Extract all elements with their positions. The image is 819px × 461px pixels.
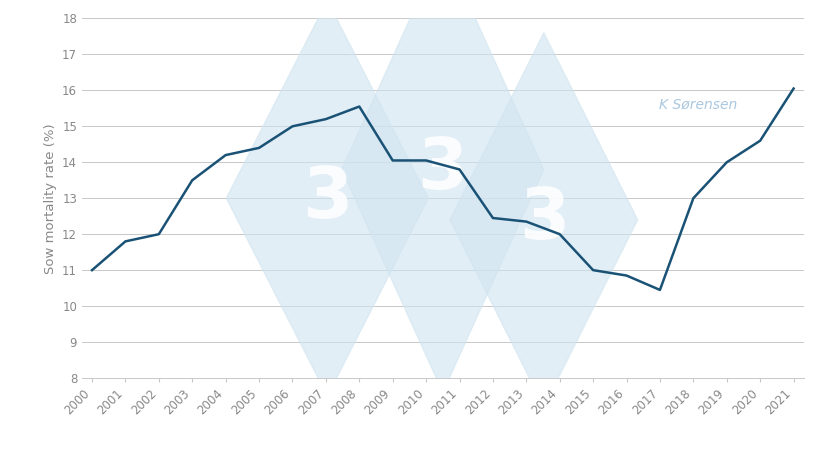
Polygon shape (226, 0, 428, 396)
Text: 3: 3 (417, 135, 468, 204)
Text: 3: 3 (301, 164, 352, 233)
Polygon shape (450, 33, 637, 407)
Text: 3: 3 (518, 185, 568, 254)
Y-axis label: Sow mortality rate (%): Sow mortality rate (%) (43, 123, 57, 273)
Polygon shape (342, 0, 543, 392)
Text: K Sørensen: K Sørensen (658, 98, 736, 112)
